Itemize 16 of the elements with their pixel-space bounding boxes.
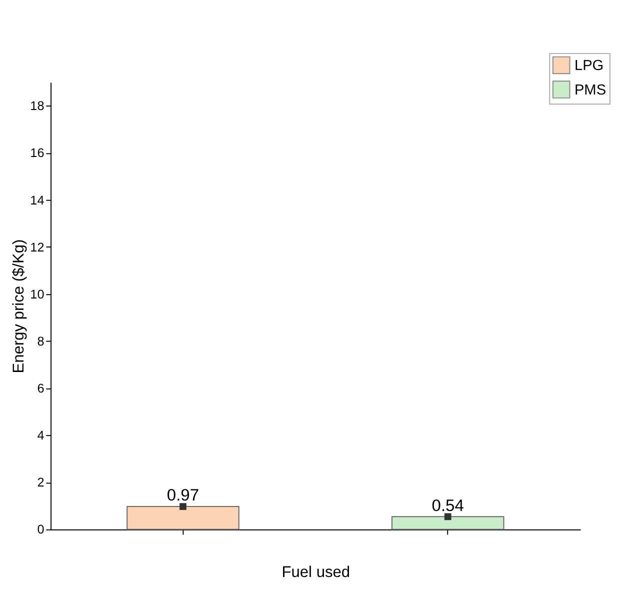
legend-label: LPG bbox=[574, 58, 604, 74]
y-axis-title: Energy price ($/Kg) bbox=[10, 239, 28, 374]
data-label: 0.54 bbox=[432, 496, 464, 515]
data-label: 0.97 bbox=[166, 486, 200, 505]
y-tick-label: 6 bbox=[37, 382, 44, 396]
x-axis-title: Fuel used bbox=[282, 564, 350, 581]
y-tick-label: 4 bbox=[37, 428, 44, 443]
y-tick-label: 14 bbox=[30, 193, 44, 208]
y-tick-label: 12 bbox=[30, 240, 44, 254]
y-tick-label: 16 bbox=[30, 146, 44, 160]
y-tick-label: 2 bbox=[37, 476, 44, 490]
y-tick-label: 0 bbox=[37, 522, 44, 537]
y-tick-label: 10 bbox=[30, 287, 44, 302]
legend-label: PMS bbox=[574, 82, 606, 98]
y-tick-label: 8 bbox=[37, 334, 44, 348]
y-tick-label: 18 bbox=[30, 99, 44, 114]
